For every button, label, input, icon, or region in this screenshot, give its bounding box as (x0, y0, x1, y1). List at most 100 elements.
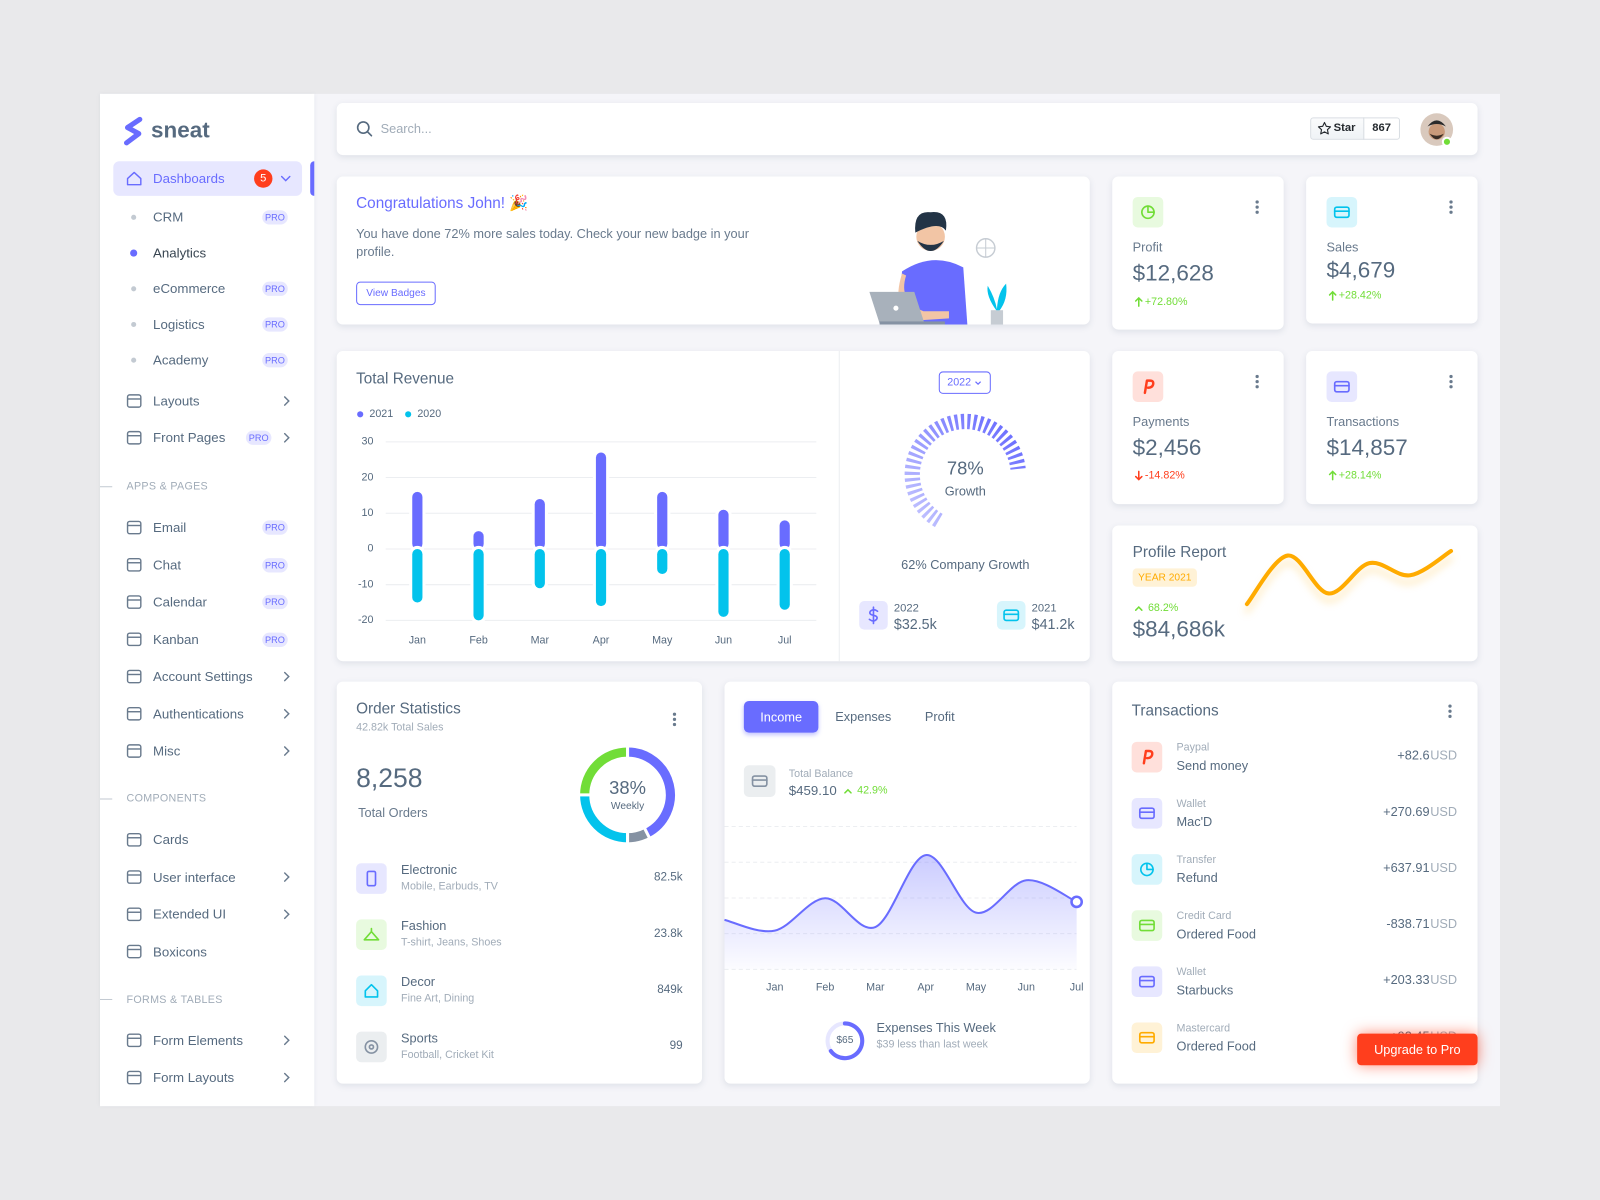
transaction-amount: -838.71 (1386, 916, 1430, 932)
growth-amount: $41.2k (1031, 615, 1075, 633)
nav-icon (126, 171, 142, 186)
y-tick-label: 0 (367, 542, 374, 555)
pro-tag: PRO (245, 430, 272, 445)
x-tick-label: Mar (530, 634, 550, 647)
stat-change: +28.14% (1338, 469, 1382, 482)
illustration-laptop-base (879, 321, 945, 325)
icon-box (1131, 797, 1163, 829)
icon-glyph (1138, 919, 1155, 932)
bar (409, 545, 426, 606)
profile-title: Profile Report (1132, 543, 1227, 562)
nav-icon (126, 870, 142, 884)
order-item-amount: 99 (669, 1039, 683, 1053)
x-tick-label: Feb (469, 634, 488, 647)
nav-label[interactable]: Account Settings (153, 668, 253, 684)
transaction-name: Ordered Food (1176, 927, 1256, 942)
x-tick-label: Jan (408, 634, 426, 647)
nav-label[interactable]: Academy (153, 352, 209, 368)
nav-label[interactable]: Calendar (153, 594, 207, 610)
nav-label[interactable]: Layouts (153, 393, 200, 409)
menu-dot (1255, 210, 1259, 214)
nav-icon (126, 430, 142, 445)
area-line (724, 854, 1078, 933)
illustration-pot (990, 310, 1004, 325)
icon-box (1131, 1022, 1163, 1054)
nav-label[interactable]: eCommerce (153, 280, 226, 297)
area-fill (724, 855, 1077, 970)
icon-box (1326, 196, 1358, 228)
nav-label[interactable]: Form Layouts (153, 1069, 235, 1085)
order-item-detail: Football, Cricket Kit (401, 1048, 494, 1061)
menu-dot (1255, 200, 1259, 204)
year-dropdown (938, 371, 991, 394)
nav-icon (126, 595, 142, 609)
illustration-beard (917, 240, 944, 252)
chart-title: Total Revenue (356, 370, 454, 388)
transaction-currency: USD (1430, 804, 1458, 819)
nav-label[interactable]: Extended UI (153, 906, 227, 922)
nav-label[interactable]: Boxicons (153, 943, 207, 959)
nav-label[interactable]: User interface (153, 869, 236, 885)
order-item-detail: Mobile, Earbuds, TV (401, 880, 498, 893)
nav-bullet (131, 214, 137, 220)
star-label[interactable]: Star (1333, 121, 1356, 135)
menu-dot (1448, 714, 1452, 718)
nav-icon (126, 944, 142, 959)
star-button (1310, 117, 1400, 140)
nav-label[interactable]: Form Elements (153, 1032, 244, 1048)
year-dropdown-label[interactable]: 2022 (947, 376, 972, 389)
icon-glyph (1138, 1031, 1155, 1044)
nav-label[interactable]: Misc (153, 743, 181, 759)
nav-bullet (131, 357, 137, 363)
nav-label[interactable]: Chat (153, 556, 182, 573)
pro-tag: PRO (262, 353, 288, 368)
stat-value: $4,679 (1326, 256, 1396, 283)
x-tick-label: Apr (592, 634, 610, 647)
nav-label[interactable]: Logistics (153, 316, 205, 332)
nav-label[interactable]: Analytics (153, 245, 207, 261)
icon-box (356, 863, 387, 894)
illustration-laptop-logo (893, 305, 899, 311)
menu-dot (672, 717, 677, 722)
view-badges-button[interactable]: View Badges (356, 281, 436, 306)
menu-dot (1449, 200, 1453, 204)
balance-change: 42.9% (857, 784, 888, 797)
search-placeholder[interactable]: Search... (380, 121, 432, 137)
nav-label[interactable]: Cards (153, 831, 189, 848)
nav-label[interactable]: Front Pages (153, 429, 226, 446)
nav-label[interactable]: Authentications (153, 705, 244, 722)
radial-bar (828, 1021, 865, 1061)
pro-tag: PRO (262, 317, 288, 332)
legend-dot (357, 411, 364, 418)
nav-chevron (283, 432, 290, 443)
nav-label[interactable]: CRM (153, 209, 184, 225)
sparkline (1244, 548, 1454, 607)
week-text: $39 less than last week (876, 1038, 988, 1051)
nav-label[interactable]: Kanban (153, 631, 199, 647)
nav-icon (126, 1033, 142, 1048)
nav-icon (126, 632, 142, 647)
nav-chevron (283, 746, 290, 756)
transaction-amount: +203.33 (1383, 972, 1430, 988)
tab[interactable]: Profit (924, 709, 955, 724)
transaction-currency: USD (1430, 972, 1458, 988)
upgrade-button[interactable]: Upgrade to Pro (1357, 1033, 1478, 1066)
order-total-label: Total Orders (358, 805, 428, 820)
star-count[interactable]: 867 (1372, 121, 1391, 135)
icon-glyph (363, 927, 380, 941)
nav-chevron (283, 396, 290, 406)
tab-active[interactable]: Income (743, 701, 819, 733)
transaction-amount: +637.91 (1383, 860, 1430, 875)
nav-icon (126, 669, 142, 684)
nav-chevron (283, 1035, 290, 1046)
transactions-card (1112, 681, 1478, 1084)
icon-glyph (868, 606, 879, 625)
stat-value: $2,456 (1132, 434, 1202, 461)
order-statistics-card (336, 681, 703, 1084)
nav-label[interactable]: Email (153, 519, 187, 535)
nav-label[interactable]: Dashboards (153, 170, 225, 186)
pro-tag: PRO (262, 594, 288, 610)
avatar-hair (1427, 120, 1446, 127)
icon-glyph (1146, 862, 1154, 871)
tab[interactable]: Expenses (835, 709, 892, 724)
